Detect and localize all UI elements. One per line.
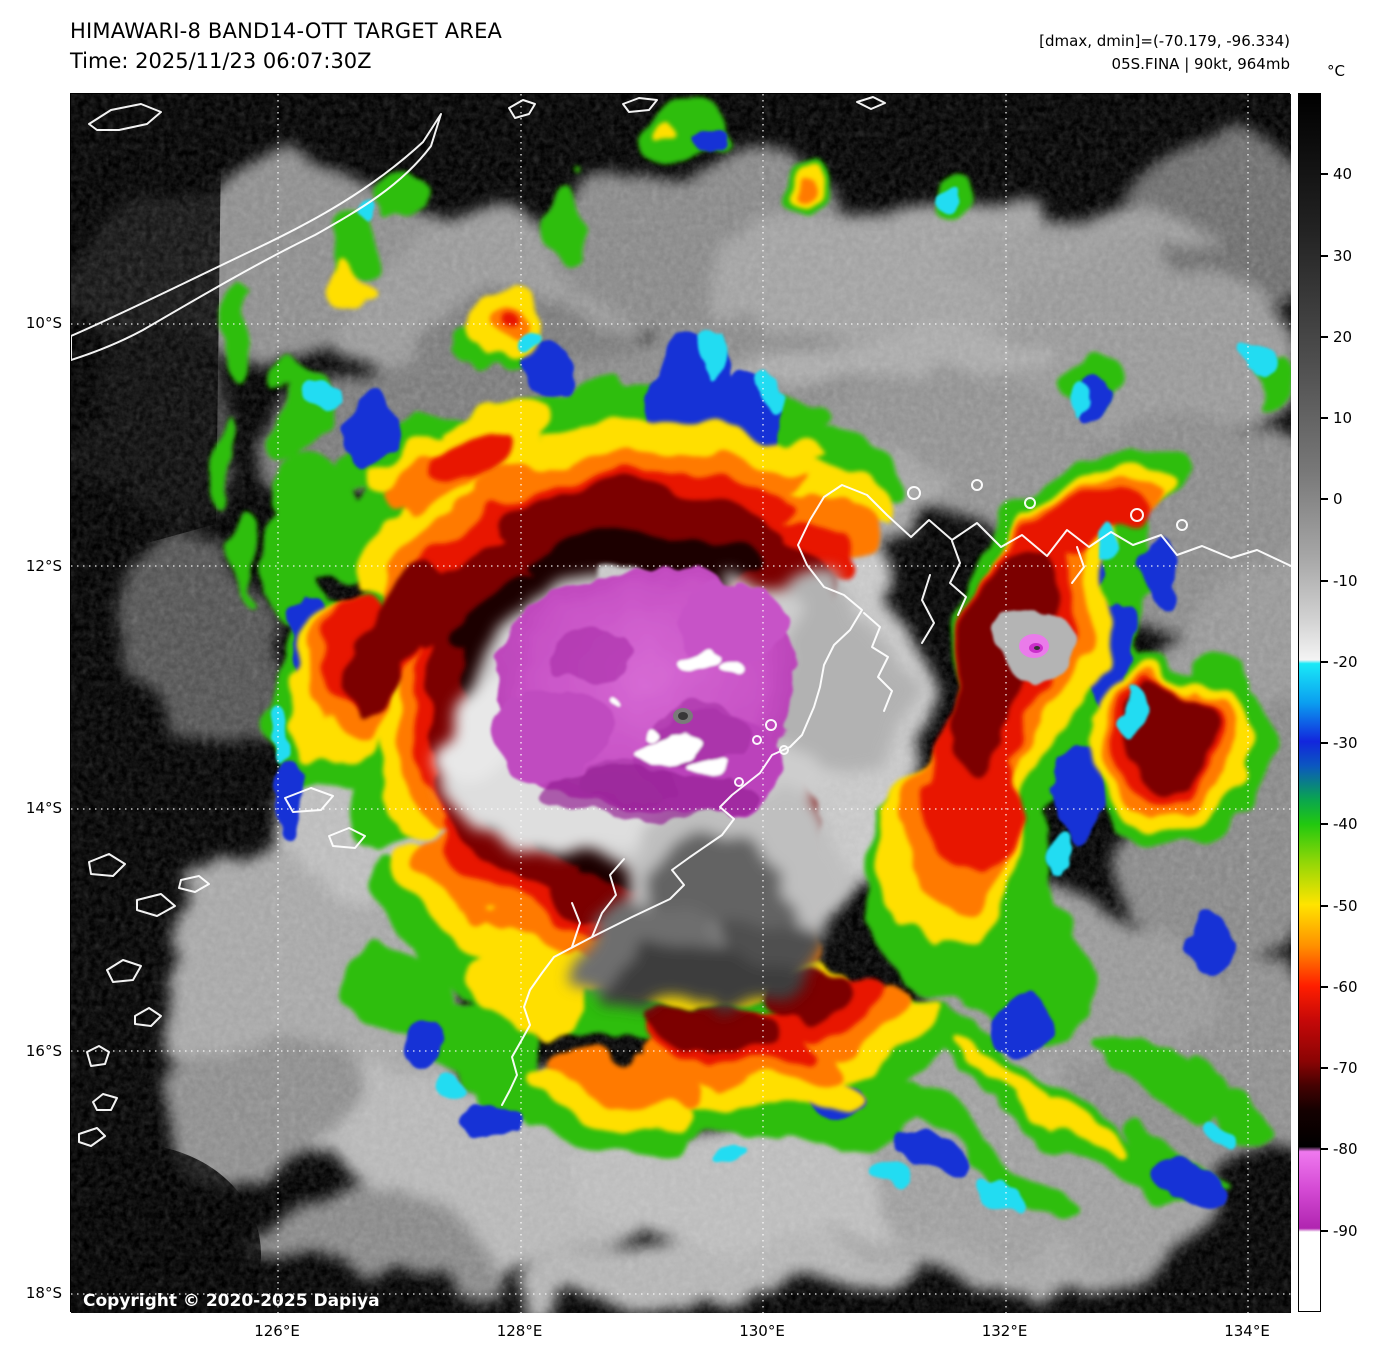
colorbar-tick: -40 xyxy=(1321,815,1358,833)
coastline-islet xyxy=(752,735,762,745)
colorbar-tick: -20 xyxy=(1321,653,1358,671)
colorbar-tick: 20 xyxy=(1321,328,1352,346)
coastline-reef xyxy=(134,1007,162,1027)
coastline-island-small xyxy=(856,96,886,110)
lon-label: 134°E xyxy=(1224,1322,1270,1340)
copyright-text: Copyright © 2020-2025 Dapiya xyxy=(83,1291,380,1311)
lat-label: 18°S xyxy=(25,1284,62,1302)
dmax-dmin-readout: [dmax, dmin]=(-70.179, -96.334) xyxy=(1039,32,1290,50)
coastline-islet xyxy=(734,777,744,787)
coastline-reef xyxy=(136,893,176,917)
lon-label: 126°E xyxy=(254,1322,300,1340)
coastline-timor xyxy=(71,113,442,361)
storm-id-intensity: 05S.FINA | 90kt, 964mb xyxy=(1111,55,1290,74)
colorbar-tick: -10 xyxy=(1321,572,1358,590)
coastline-reef xyxy=(86,1045,110,1067)
info-block: [dmax, dmin]=(-70.179, -96.334) 05S.FINA… xyxy=(1039,30,1290,77)
coastline-inlets xyxy=(949,540,967,616)
coastline-islet xyxy=(1130,508,1144,522)
colorbar xyxy=(1298,93,1321,1312)
colorbar-tick: 40 xyxy=(1321,165,1352,183)
coastline-reef xyxy=(88,853,126,877)
coastline-reef xyxy=(178,875,210,893)
coastline-islet xyxy=(1024,497,1036,509)
coastline-islet xyxy=(779,745,789,755)
lat-label: 14°S xyxy=(25,799,62,817)
colorbar-tick: -80 xyxy=(1321,1140,1358,1158)
lat-label: 10°S xyxy=(25,314,62,332)
coastline-inlets xyxy=(921,574,935,644)
cyan-fleck-layer xyxy=(273,188,1270,1211)
cyclone-eye xyxy=(673,708,693,724)
title-block: HIMAWARI-8 BAND14-OTT TARGET AREA Time: … xyxy=(70,16,502,77)
colorbar-tick: 10 xyxy=(1321,409,1352,427)
coastline-island-small xyxy=(622,97,658,113)
lon-label: 132°E xyxy=(981,1322,1028,1340)
cold-cell-east xyxy=(994,613,1078,685)
magenta-cdo xyxy=(491,566,798,819)
colorbar-tick: 30 xyxy=(1321,247,1352,265)
coastline-reef xyxy=(92,1093,118,1111)
coastline-islet xyxy=(907,486,921,500)
lat-label: 16°S xyxy=(25,1041,62,1060)
coastline-reef xyxy=(284,787,334,813)
lat-label: 12°S xyxy=(25,556,62,575)
coastline-islet xyxy=(971,479,983,491)
satellite-map: Copyright © 2020-2025 Dapiya xyxy=(70,93,1291,1313)
colorbar-tick: -50 xyxy=(1321,897,1358,915)
coastline-australia xyxy=(501,484,1291,1106)
coastline-reef xyxy=(78,1127,106,1147)
colorbar-unit: °C xyxy=(1327,62,1345,80)
figure-timestamp: Time: 2025/11/23 06:07:30Z xyxy=(70,49,372,74)
coastline-islet xyxy=(1176,519,1188,531)
lon-label: 128°E xyxy=(496,1322,543,1340)
colorbar-tick: -70 xyxy=(1321,1059,1358,1077)
colorbar-tick: 0 xyxy=(1321,490,1343,508)
coastlines xyxy=(71,96,1291,1147)
coastline-island-small xyxy=(88,103,162,131)
coastline-inlets xyxy=(863,612,893,712)
satellite-image: Copyright © 2020-2025 Dapiya xyxy=(71,94,1291,1313)
coastline-inlets xyxy=(591,858,625,938)
coastline-islet xyxy=(765,719,777,731)
coastline-inlets xyxy=(571,902,581,948)
coastline-inlets xyxy=(1071,546,1085,584)
colorbar-tick: -30 xyxy=(1321,734,1358,752)
coastline-reef xyxy=(106,959,142,983)
colorbar-tick: -90 xyxy=(1321,1222,1358,1240)
figure-title: HIMAWARI-8 BAND14-OTT TARGET AREA xyxy=(70,19,503,43)
lon-label: 130°E xyxy=(739,1322,785,1340)
colorbar-tick: -60 xyxy=(1321,978,1358,996)
coastline-reef xyxy=(328,827,366,849)
